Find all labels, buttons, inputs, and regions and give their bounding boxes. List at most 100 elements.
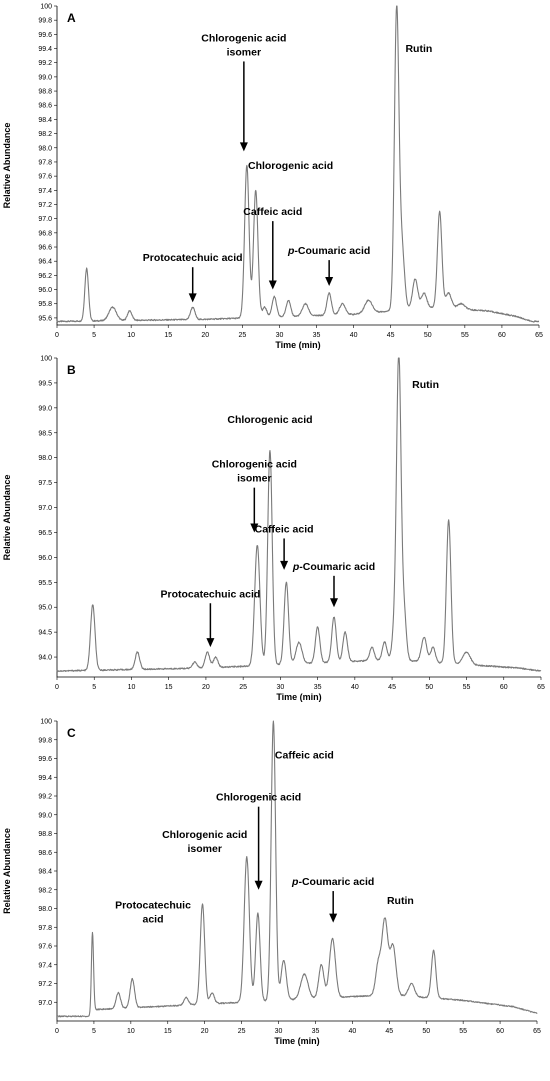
peak-annotation: p-Coumaric acid: [287, 245, 370, 287]
x-tick-label: 10: [127, 332, 135, 339]
x-tick-label: 25: [238, 1028, 246, 1035]
annotation-arrow-head: [188, 293, 197, 303]
y-tick-label: 98.4: [38, 869, 52, 876]
y-tick-label: 99.0: [38, 812, 52, 819]
y-tick-label: 97.4: [38, 962, 52, 969]
annotation-arrow-head: [329, 598, 338, 608]
annotation-label-line2: isomer: [227, 46, 261, 58]
y-tick-label: 99.5: [38, 380, 52, 387]
annotation-label: Protocatechuic acid: [143, 252, 243, 264]
annotation-arrow-head: [325, 277, 334, 287]
annotation-label-line2: isomer: [237, 473, 271, 485]
y-tick-label: 99.8: [38, 737, 52, 744]
chromatogram-trace: [56, 357, 542, 673]
y-tick-label: 97.6: [38, 944, 52, 951]
peak-annotation: Chlorogenic acid isomer: [162, 829, 247, 855]
x-tick-label: 65: [537, 684, 545, 691]
chromatogram-panel-c: 0 5 10 15 20 25 30 35 40 45 50 55 60 65 97.0 97.2 97.4 97…: [2, 719, 541, 1047]
y-tick-label: 99.6: [38, 756, 52, 763]
annotation-label: Chlorogenic acid: [216, 792, 301, 804]
x-tick-label: 60: [498, 332, 506, 339]
y-tick-label: 98.2: [38, 131, 52, 138]
y-tick-label: 98.0: [38, 906, 52, 913]
y-tick-label: 97.2: [38, 202, 52, 209]
chromatogram-panel-a: 0 5 10 15 20 25 30 35 40 45 50 55 60 65 95.6 95.8 96.0 96…: [2, 4, 543, 351]
y-tick-label: 98.6: [38, 850, 52, 857]
x-tick-label: 40: [348, 1028, 356, 1035]
x-tick-label: 45: [385, 1028, 393, 1035]
x-tick-label: 15: [165, 684, 173, 691]
x-tick-label: 45: [388, 684, 396, 691]
annotation-label: Protocatechuic: [115, 900, 191, 912]
x-tick-label: 35: [312, 1028, 320, 1035]
y-tick-label: 96.5: [38, 530, 52, 537]
y-tick-label: 96.0: [38, 287, 52, 294]
peak-annotation: Chlorogenic acid isomer: [212, 459, 297, 533]
x-tick-label: 65: [533, 1028, 541, 1035]
y-tick-label: 99.4: [38, 46, 52, 53]
y-tick-label: 99.0: [38, 405, 52, 412]
y-tick-label: 100: [40, 719, 52, 726]
x-tick-label: 40: [351, 684, 359, 691]
x-tick-label: 0: [55, 684, 59, 691]
peak-annotation: Rutin: [412, 379, 439, 391]
y-axis-title: Relative Abundance: [2, 123, 12, 209]
peak-annotation: p-Coumaric acid: [292, 561, 375, 608]
x-tick-label: 10: [127, 1028, 135, 1035]
y-tick-label: 98.2: [38, 887, 52, 894]
y-tick-label: 99.6: [38, 32, 52, 39]
y-tick-label: 97.6: [38, 174, 52, 181]
y-tick-label: 94.0: [38, 655, 52, 662]
y-tick-label: 99.8: [38, 18, 52, 25]
y-tick-label: 100: [40, 4, 52, 11]
y-axis-title: Relative Abundance: [2, 828, 12, 914]
peak-annotation: Chlorogenic acid: [248, 160, 333, 172]
x-tick-label: 5: [92, 684, 96, 691]
annotation-label: Chlorogenic acid: [227, 414, 312, 426]
x-tick-label: 60: [496, 1028, 504, 1035]
x-tick-label: 10: [128, 684, 136, 691]
chromatogram-panel-b: 0 5 10 15 20 25 30 35 40 45 50 55 60 65 94.0 94.5 95.0 95…: [2, 356, 545, 703]
annotation-arrow-head: [254, 880, 263, 890]
annotation-label: Chlorogenic acid: [162, 829, 247, 841]
annotation-label: Chlorogenic acid: [201, 32, 286, 44]
x-tick-label: 40: [350, 332, 358, 339]
x-tick-label: 45: [387, 332, 395, 339]
x-tick-label: 25: [238, 332, 246, 339]
x-tick-label: 30: [276, 684, 284, 691]
peak-annotation: Chlorogenic acid isomer: [201, 32, 286, 152]
x-tick-label: 60: [500, 684, 508, 691]
x-tick-label: 15: [164, 332, 172, 339]
peak-annotation: Protocatechuic acid: [143, 252, 243, 303]
peak-annotation: Chlorogenic acid: [227, 414, 312, 426]
y-tick-label: 99.0: [38, 74, 52, 81]
annotation-label: Protocatechuic acid: [161, 588, 261, 600]
peak-annotation: Caffeic acid: [243, 206, 302, 290]
x-tick-label: 0: [55, 332, 59, 339]
y-tick-label: 96.4: [38, 259, 52, 266]
annotation-label: Chlorogenic acid: [212, 459, 297, 471]
annotation-label: Rutin: [405, 43, 432, 55]
x-axis-title: Time (min): [274, 1036, 319, 1046]
y-tick-label: 95.8: [38, 301, 52, 308]
panel-label: B: [67, 363, 76, 377]
x-tick-label: 20: [202, 684, 210, 691]
annotation-label: Rutin: [412, 379, 439, 391]
x-tick-label: 5: [92, 1028, 96, 1035]
peak-annotation: Protocatechuic acid: [161, 588, 261, 648]
annotation-arrow-head: [268, 280, 277, 290]
y-tick-label: 99.2: [38, 60, 52, 67]
annotation-label: p-Coumaric acid: [287, 245, 370, 257]
y-tick-label: 95.6: [38, 315, 52, 322]
annotation-arrow-head: [280, 560, 289, 570]
peak-annotation: Chlorogenic acid: [216, 792, 301, 890]
annotation-arrow-head: [239, 142, 248, 152]
annotation-label: Caffeic acid: [255, 523, 314, 535]
axes: [56, 358, 541, 678]
annotation-arrow-head: [250, 523, 259, 533]
x-tick-label: 50: [425, 684, 433, 691]
y-tick-label: 98.4: [38, 117, 52, 124]
y-tick-label: 98.5: [38, 430, 52, 437]
axes: [56, 721, 537, 1022]
y-axis-title: Relative Abundance: [2, 475, 12, 561]
